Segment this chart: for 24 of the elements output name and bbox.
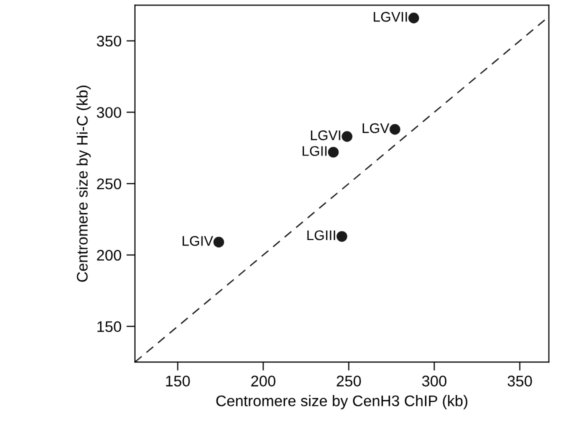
- point: [213, 236, 224, 248]
- y-tick-label: 150: [97, 321, 122, 332]
- x-tick-label: 300: [422, 376, 446, 386]
- y-axis-title: Centromere size by Hi-C (kb): [76, 86, 91, 282]
- x-tick-label: 250: [336, 376, 361, 386]
- annotation: LGIII: [307, 230, 336, 240]
- y-tick-label: 250: [97, 178, 122, 190]
- y-tick-label: 350: [96, 36, 122, 47]
- point: [328, 146, 339, 158]
- point: [336, 231, 348, 242]
- x-tick-label: 150: [166, 376, 190, 386]
- y-tick-label: 200: [97, 250, 122, 261]
- y-tick-label: 300: [96, 107, 122, 118]
- annotation: LGVI: [310, 130, 340, 140]
- annotation: LGIV: [182, 236, 214, 246]
- point: [408, 12, 420, 24]
- x-tick-label: 350: [508, 376, 532, 386]
- point: [342, 131, 352, 142]
- x-tick-label: 200: [251, 376, 276, 386]
- point: [390, 124, 400, 135]
- x-axis-title: Centromere size by CenH3 ChIP (kb): [216, 395, 468, 410]
- annotation: LGV: [362, 123, 390, 134]
- annotation: LGVII: [374, 12, 407, 22]
- annotation: LGII: [302, 146, 327, 156]
